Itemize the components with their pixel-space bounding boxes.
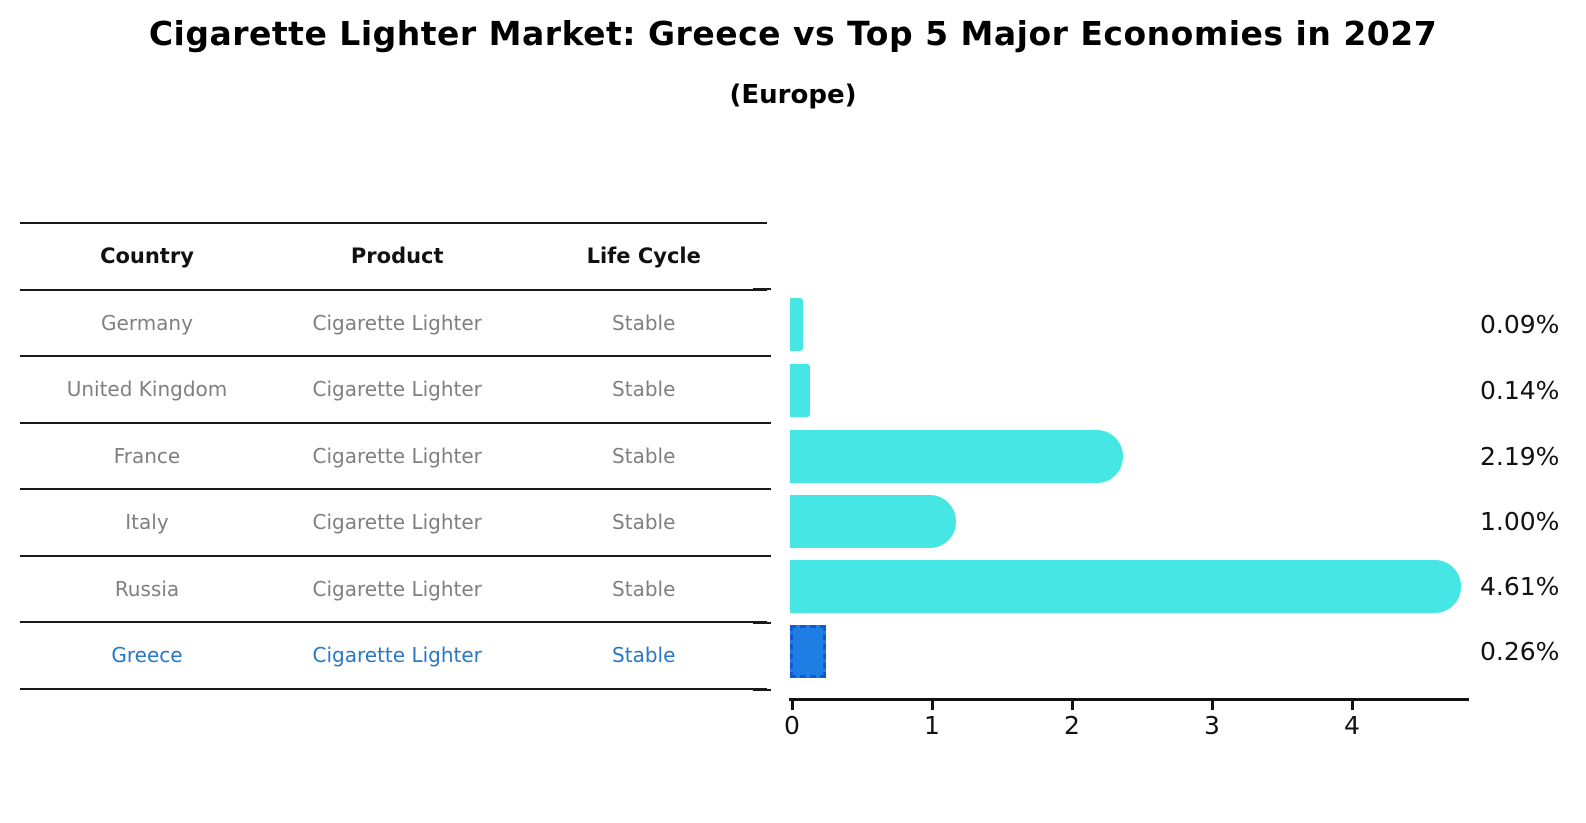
x-axis-tick-label: 2 <box>1064 711 1080 740</box>
bar-value-label: 1.00% <box>1480 507 1560 536</box>
y-axis-tick <box>753 422 771 424</box>
cell-country: France <box>113 443 181 468</box>
cell-life-cycle: Stable <box>612 310 676 335</box>
cell-life-cycle: Stable <box>612 576 676 601</box>
bar-greece <box>790 625 827 678</box>
cell-product: Cigarette Lighter <box>312 643 482 668</box>
bar-value-label: 2.19% <box>1480 442 1560 471</box>
table-row-russia: Russia Cigarette Lighter Stable <box>20 557 767 623</box>
bar-value-label: 0.14% <box>1480 376 1560 405</box>
country-table: Country Product Life Cycle Germany Cigare… <box>20 222 767 690</box>
table-row-germany: Germany Cigarette Lighter Stable <box>20 291 767 357</box>
table-row-italy: Italy Cigarette Lighter Stable <box>20 490 767 557</box>
x-axis-tick <box>791 701 794 710</box>
x-axis-tick <box>1211 701 1214 710</box>
table-row-france: France Cigarette Lighter Stable <box>20 424 767 490</box>
bar-value-label: 4.61% <box>1480 572 1560 601</box>
y-axis-tick <box>753 355 771 357</box>
cell-life-cycle: Stable <box>612 643 676 668</box>
x-axis-tick-label: 0 <box>784 711 800 740</box>
table-header-row: Country Product Life Cycle <box>20 224 767 291</box>
cell-life-cycle: Stable <box>612 377 676 402</box>
bar-russia <box>790 560 1462 613</box>
cell-product: Cigarette Lighter <box>312 576 482 601</box>
y-axis-tick <box>753 488 771 490</box>
x-axis-line <box>789 698 1469 701</box>
cell-country: Italy <box>125 510 169 535</box>
cell-country: Greece <box>111 643 183 668</box>
table-row-greece: Greece Cigarette Lighter Stable <box>20 623 767 690</box>
table-body: Germany Cigarette Lighter Stable United Kin… <box>20 291 767 690</box>
x-axis-tick-label: 4 <box>1344 711 1360 740</box>
y-axis-tick <box>753 622 771 624</box>
x-axis-tick <box>1071 701 1074 710</box>
bar-value-label: 0.26% <box>1480 637 1560 666</box>
x-axis-tick-label: 1 <box>924 711 940 740</box>
bar-france <box>790 430 1123 483</box>
page-title: Cigarette Lighter Market: Greece vs Top … <box>148 14 1438 53</box>
cell-life-cycle: Stable <box>612 443 676 468</box>
bar-germany <box>790 298 803 351</box>
y-axis-tick <box>753 288 771 290</box>
bar-united-kingdom <box>790 364 810 417</box>
x-axis-tick <box>1351 701 1354 710</box>
x-axis-tick <box>931 701 934 710</box>
bar-value-label: 0.09% <box>1480 310 1560 339</box>
y-axis-tick <box>753 689 771 691</box>
table-row-united-kingdom: United Kingdom Cigarette Lighter Stable <box>20 357 767 424</box>
bar-italy <box>790 495 956 548</box>
cell-country: United Kingdom <box>66 377 228 402</box>
cell-product: Cigarette Lighter <box>312 443 482 468</box>
table-header-product: Product <box>350 244 444 269</box>
page-subtitle: (Europe) <box>729 80 857 110</box>
cell-life-cycle: Stable <box>612 510 676 535</box>
y-axis-tick <box>753 555 771 557</box>
cell-product: Cigarette Lighter <box>312 310 482 335</box>
cell-country: Russia <box>114 576 180 601</box>
cell-product: Cigarette Lighter <box>312 510 482 535</box>
cell-product: Cigarette Lighter <box>312 377 482 402</box>
table-header-country: Country <box>100 244 194 269</box>
cell-country: Germany <box>101 310 193 335</box>
table-header-life-cycle: Life Cycle <box>586 244 701 269</box>
x-axis-tick-label: 3 <box>1204 711 1220 740</box>
